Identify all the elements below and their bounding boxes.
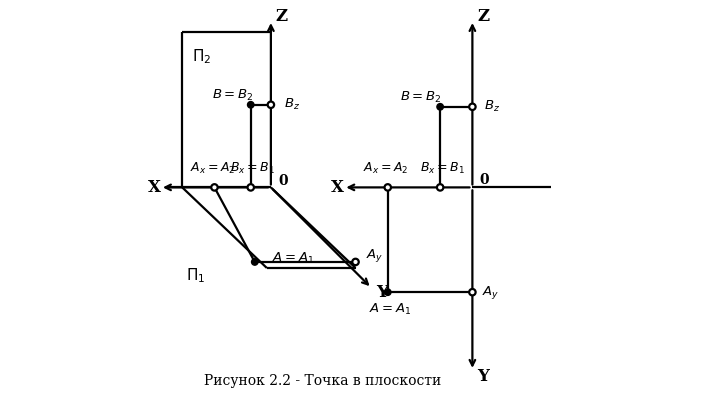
Text: $A{=}A_1$: $A{=}A_1$ <box>271 251 314 266</box>
Circle shape <box>437 184 443 191</box>
Text: $B_z$: $B_z$ <box>284 97 300 112</box>
Text: $A_x{=}A_2$: $A_x{=}A_2$ <box>363 160 409 176</box>
Text: Z: Z <box>477 8 489 25</box>
Text: $A_y$: $A_y$ <box>482 284 500 301</box>
Circle shape <box>385 289 391 295</box>
Circle shape <box>469 104 476 110</box>
Circle shape <box>437 104 443 110</box>
Text: Y: Y <box>477 368 489 385</box>
Circle shape <box>469 289 476 295</box>
Text: 0: 0 <box>278 174 288 188</box>
Text: Рисунок 2.2 - Точка в плоскости: Рисунок 2.2 - Точка в плоскости <box>204 374 442 388</box>
Text: $A_y$: $A_y$ <box>366 247 383 264</box>
Circle shape <box>385 184 391 191</box>
Text: $B{=}B_2$: $B{=}B_2$ <box>212 88 253 104</box>
Text: Z: Z <box>276 8 288 25</box>
Text: 0: 0 <box>479 173 489 187</box>
Text: $B{=}B_2$: $B{=}B_2$ <box>400 90 441 106</box>
Circle shape <box>268 102 274 108</box>
Circle shape <box>247 184 254 191</box>
Text: X: X <box>331 179 344 196</box>
Text: $\Pi_1$: $\Pi_1$ <box>186 267 206 285</box>
Circle shape <box>352 259 358 265</box>
Text: $B_x{=}B_1$: $B_x{=}B_1$ <box>230 160 275 176</box>
Circle shape <box>247 102 254 108</box>
Text: $B_z$: $B_z$ <box>484 99 501 114</box>
Text: $A_x{=}A_2$: $A_x{=}A_2$ <box>189 160 235 176</box>
Text: $B_x{=}B_1$: $B_x{=}B_1$ <box>420 160 464 176</box>
Text: X: X <box>148 179 160 196</box>
Text: $\Pi_2$: $\Pi_2$ <box>192 47 211 66</box>
Circle shape <box>211 184 218 191</box>
Text: Y: Y <box>376 284 388 301</box>
Circle shape <box>252 259 258 265</box>
Text: $A{=}A_1$: $A{=}A_1$ <box>369 301 411 317</box>
